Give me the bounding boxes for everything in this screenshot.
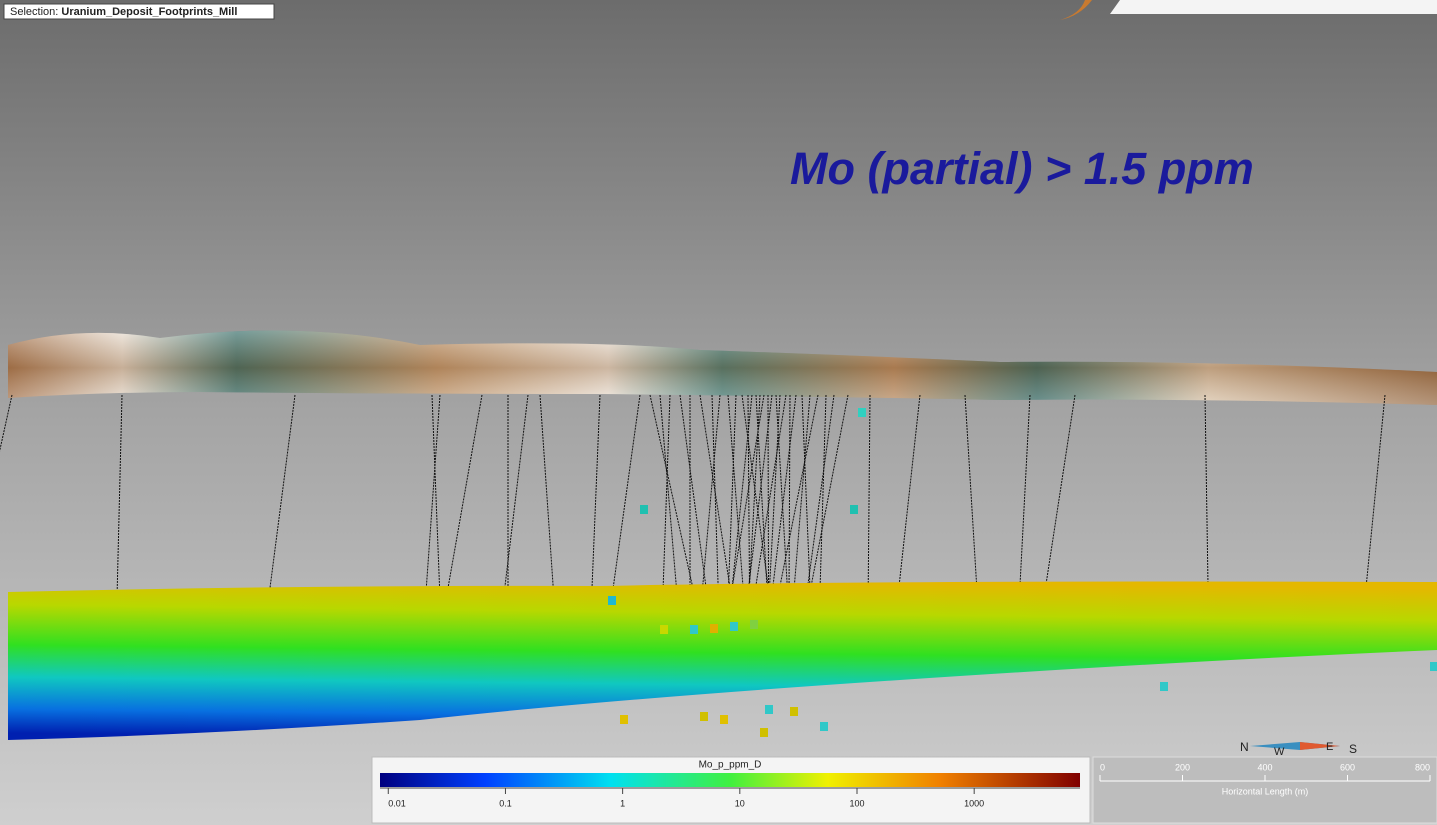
viewer: Selection: Uranium_Deposit_Footprints_Mi… [0, 0, 1437, 825]
sample-cube [608, 596, 616, 605]
sample-cube [760, 728, 768, 737]
sample-cube [765, 705, 773, 714]
sample-cube [640, 505, 648, 514]
sample-cube [850, 505, 858, 514]
sample-cube [750, 620, 758, 629]
colorbar-tick-label: 1000 [964, 798, 984, 808]
scalebar-tick-label: 0 [1100, 762, 1105, 772]
sample-cube [1160, 682, 1168, 691]
compass-label: S [1349, 742, 1357, 756]
selection-label: Selection: Uranium_Deposit_Footprints_Mi… [10, 6, 237, 18]
sample-cube [720, 715, 728, 724]
scalebar-tick-label: 400 [1257, 762, 1272, 772]
sample-cube [730, 622, 738, 631]
colorbar-title: Mo_p_ppm_D [699, 760, 762, 771]
compass-label: E [1326, 741, 1333, 753]
colorbar-tick-label: 0.1 [499, 798, 512, 808]
sample-cube [710, 624, 718, 633]
scalebar-tick-label: 200 [1175, 762, 1190, 772]
sample-cube [820, 722, 828, 731]
colorbar-tick-label: 10 [735, 798, 745, 808]
sample-cube [700, 712, 708, 721]
scalebar-label: Horizontal Length (m) [1222, 786, 1309, 796]
compass-label: W [1274, 746, 1285, 758]
sample-cube [790, 707, 798, 716]
annotation-title: Mo (partial) > 1.5 ppm [790, 143, 1254, 194]
sample-cube [690, 625, 698, 634]
sample-cube [858, 408, 866, 417]
page: { "selection": {"label": "Selection:", "… [0, 0, 1437, 825]
sample-cube [660, 625, 668, 634]
logo-fragment [1110, 0, 1437, 14]
scalebar-tick-label: 600 [1340, 762, 1355, 772]
sample-cube [620, 715, 628, 724]
sample-cube [1430, 662, 1437, 671]
scalebar-tick-label: 800 [1415, 762, 1430, 772]
selection-value: Uranium_Deposit_Footprints_Mill [61, 6, 237, 18]
colorbar-tick-label: 100 [849, 798, 864, 808]
colorbar [380, 773, 1080, 787]
colorbar-tick-label: 1 [620, 798, 625, 808]
selection-label: Selection: [10, 6, 58, 18]
compass-label: N [1240, 740, 1249, 754]
colorbar-tick-label: 0.01 [388, 798, 406, 808]
